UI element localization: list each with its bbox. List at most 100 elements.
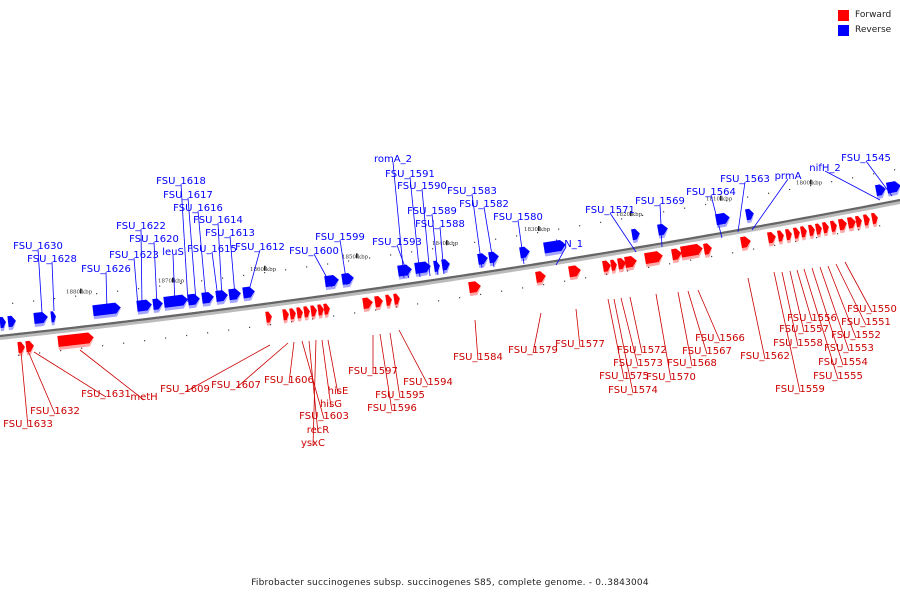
- forward-gene-label[interactable]: FSU_1566: [695, 333, 745, 344]
- forward-gene[interactable]: [785, 228, 793, 244]
- forward-gene[interactable]: [602, 260, 612, 275]
- forward-gene-label[interactable]: FSU_1555: [813, 371, 863, 382]
- reverse-gene-label[interactable]: FSU_1593: [372, 237, 422, 248]
- reverse-gene-label[interactable]: FSU_1569: [635, 196, 685, 207]
- reverse-gene[interactable]: [201, 291, 215, 307]
- forward-gene[interactable]: [362, 297, 374, 313]
- gene-arrow[interactable]: [644, 250, 664, 265]
- gene-arrow[interactable]: [519, 246, 531, 259]
- gene-arrow[interactable]: [829, 220, 838, 233]
- reverse-gene-label[interactable]: FSU_1614: [193, 215, 243, 226]
- reverse-gene-label[interactable]: glnN_1: [549, 239, 583, 250]
- gene-arrow[interactable]: [777, 230, 785, 242]
- forward-gene[interactable]: [846, 216, 857, 232]
- reverse-gene-label[interactable]: FSU_1588: [415, 219, 465, 230]
- forward-gene-label[interactable]: FSU_1556: [787, 313, 837, 324]
- forward-gene-label[interactable]: FSU_1570: [646, 372, 696, 383]
- forward-gene[interactable]: [800, 226, 808, 241]
- reverse-gene[interactable]: [341, 272, 355, 288]
- reverse-gene-label[interactable]: FSU_1617: [163, 190, 213, 201]
- forward-gene-label[interactable]: FSU_1633: [3, 419, 53, 430]
- gene-arrow[interactable]: [152, 298, 163, 311]
- forward-gene-label[interactable]: FSU_1579: [508, 345, 558, 356]
- gene-arrow[interactable]: [374, 295, 383, 308]
- forward-gene-label[interactable]: FSU_1632: [30, 406, 80, 417]
- gene-arrow[interactable]: [854, 215, 863, 228]
- reverse-gene-label[interactable]: FSU_1599: [315, 232, 365, 243]
- forward-gene[interactable]: [807, 224, 816, 240]
- forward-gene-label[interactable]: FSU_1574: [608, 385, 658, 396]
- reverse-gene[interactable]: [163, 294, 189, 311]
- reverse-gene-label[interactable]: prmA: [775, 171, 802, 182]
- reverse-gene-label[interactable]: FSU_1630: [13, 241, 63, 252]
- forward-gene-label[interactable]: FSU_1607: [211, 380, 261, 391]
- forward-gene-label[interactable]: FSU_1558: [773, 338, 823, 349]
- forward-gene[interactable]: [25, 340, 35, 356]
- forward-gene[interactable]: [317, 304, 325, 319]
- forward-gene[interactable]: [680, 243, 704, 261]
- gene-arrow[interactable]: [242, 286, 255, 299]
- forward-gene-label[interactable]: FSU_1577: [555, 339, 605, 350]
- gene-arrow[interactable]: [671, 248, 683, 261]
- reverse-gene[interactable]: [324, 274, 340, 291]
- forward-gene-label[interactable]: FSU_1609: [160, 384, 210, 395]
- gene-arrow[interactable]: [870, 212, 879, 225]
- gene-arrow[interactable]: [0, 316, 7, 329]
- gene-arrow[interactable]: [414, 261, 431, 274]
- forward-gene-label[interactable]: FSU_1595: [375, 390, 425, 401]
- gene-arrow[interactable]: [282, 309, 289, 321]
- reverse-gene[interactable]: [631, 228, 641, 244]
- forward-gene-label[interactable]: recR: [307, 425, 330, 436]
- reverse-gene[interactable]: [657, 223, 669, 239]
- gene-arrow[interactable]: [846, 216, 857, 229]
- gene-arrow[interactable]: [324, 274, 339, 288]
- gene-arrow[interactable]: [303, 306, 310, 318]
- forward-gene[interactable]: [870, 212, 880, 228]
- forward-gene[interactable]: [385, 294, 393, 309]
- gene-arrow[interactable]: [433, 260, 441, 272]
- forward-gene[interactable]: [767, 231, 777, 247]
- gene-arrow[interactable]: [602, 260, 612, 273]
- reverse-gene[interactable]: [519, 246, 531, 262]
- reverse-gene-label[interactable]: FSU_1589: [407, 206, 457, 217]
- reverse-gene[interactable]: [242, 286, 256, 302]
- reverse-gene[interactable]: [7, 315, 17, 331]
- forward-gene-label[interactable]: FSU_1567: [682, 346, 732, 357]
- forward-gene[interactable]: [289, 308, 297, 323]
- reverse-gene-label[interactable]: FSU_1583: [447, 186, 497, 197]
- forward-gene[interactable]: [862, 214, 872, 229]
- gene-arrow[interactable]: [362, 297, 373, 310]
- gene-arrow[interactable]: [543, 239, 566, 254]
- forward-gene[interactable]: [296, 307, 304, 322]
- gene-arrow[interactable]: [740, 236, 752, 249]
- forward-gene-label[interactable]: FSU_1568: [667, 358, 717, 369]
- gene-arrow[interactable]: [680, 243, 704, 258]
- gene-arrow[interactable]: [201, 291, 214, 304]
- forward-gene[interactable]: [624, 255, 638, 271]
- gene-arrow[interactable]: [310, 305, 317, 317]
- gene-arrow[interactable]: [814, 223, 823, 235]
- gene-arrow[interactable]: [57, 332, 94, 347]
- gene-arrow[interactable]: [33, 311, 48, 324]
- gene-arrow[interactable]: [25, 340, 34, 353]
- gene-arrow[interactable]: [488, 251, 500, 264]
- forward-gene[interactable]: [854, 215, 864, 231]
- reverse-gene-label[interactable]: FSU_1564: [686, 187, 736, 198]
- forward-gene-label[interactable]: FSU_1551: [841, 317, 891, 328]
- gene-arrow[interactable]: [807, 224, 816, 237]
- gene-arrow[interactable]: [535, 270, 547, 283]
- forward-gene[interactable]: [535, 270, 547, 286]
- forward-gene-label[interactable]: FSU_1631: [81, 389, 131, 400]
- gene-arrow[interactable]: [50, 311, 56, 323]
- forward-gene-label[interactable]: hisE: [328, 386, 349, 397]
- reverse-gene[interactable]: [441, 258, 451, 274]
- forward-gene[interactable]: [821, 221, 830, 237]
- forward-gene-label[interactable]: FSU_1552: [831, 330, 881, 341]
- reverse-gene[interactable]: [33, 311, 49, 327]
- forward-gene-label[interactable]: metH: [130, 392, 157, 403]
- forward-gene[interactable]: [610, 259, 618, 274]
- gene-arrow[interactable]: [885, 180, 900, 194]
- reverse-gene[interactable]: [414, 261, 432, 277]
- reverse-gene[interactable]: [745, 208, 755, 224]
- reverse-gene[interactable]: [488, 251, 500, 267]
